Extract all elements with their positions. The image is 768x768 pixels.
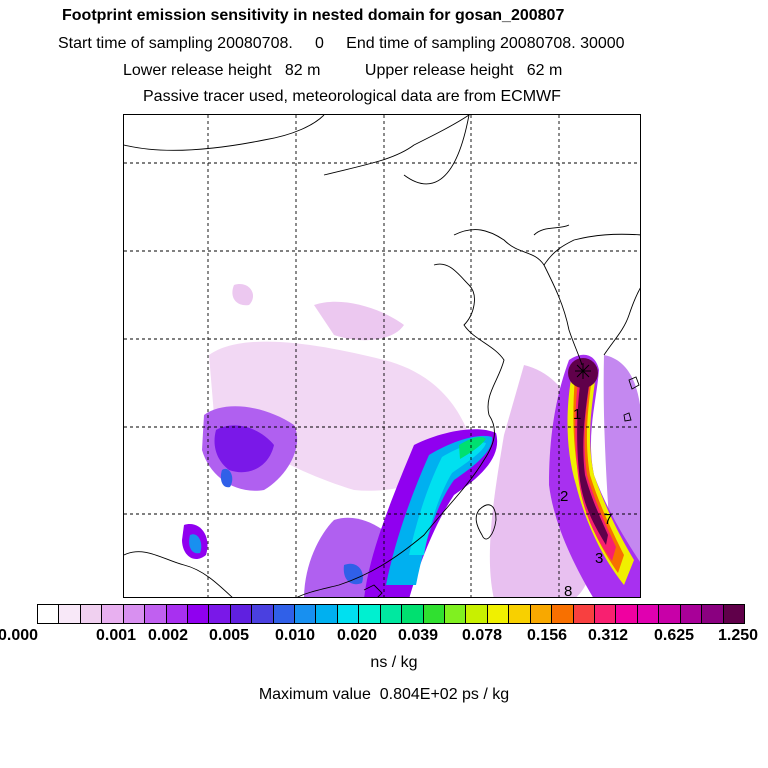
receptor-star-icon xyxy=(575,363,591,379)
colorbar-cell xyxy=(59,605,81,623)
plot-header: Footprint emission sensitivity in nested… xyxy=(0,0,768,105)
coastlines xyxy=(124,115,640,597)
colorbar-cell xyxy=(230,605,253,623)
colorbar-cell xyxy=(723,605,744,623)
colorbar-tick-label: 0.078 xyxy=(461,627,503,644)
colorbar-cell xyxy=(487,605,510,623)
colorbar xyxy=(37,604,745,624)
colorbar-cell xyxy=(38,605,60,623)
colorbar-cell xyxy=(102,605,124,623)
colorbar-cell xyxy=(273,605,296,623)
colorbar-tick-label: 0.002 xyxy=(147,627,189,644)
trajectory-point-label: 8 xyxy=(564,583,572,598)
trajectory-point-label: 2 xyxy=(560,488,568,505)
trajectory-point-label: 1 xyxy=(573,406,581,423)
colorbar-cell xyxy=(295,605,317,623)
colorbar-cell xyxy=(680,605,703,623)
colorbar-cell xyxy=(316,605,338,623)
plot-title: Footprint emission sensitivity in nested… xyxy=(62,7,565,24)
lat-lon-grid xyxy=(124,115,640,597)
colorbar-tick-label: 0.001 xyxy=(95,627,137,644)
colorbar-tick-label: 0.039 xyxy=(397,627,439,644)
colorbar-cell xyxy=(509,605,531,623)
trajectory-point-label: 7 xyxy=(604,511,612,528)
colorbar-cell xyxy=(637,605,660,623)
colorbar-cell xyxy=(552,605,574,623)
colorbar-cell xyxy=(402,605,424,623)
colorbar-tick-label: 0.625 xyxy=(653,627,695,644)
colorbar-cell xyxy=(445,605,467,623)
colorbar-cell xyxy=(573,605,595,623)
colorbar-cell xyxy=(359,605,381,623)
trajectory-point-label: 3 xyxy=(595,550,603,567)
colorbar-cell xyxy=(80,605,103,623)
colorbar-unit: ns / kg xyxy=(370,654,418,671)
colorbar-tick-label: 0.020 xyxy=(336,627,378,644)
colorbar-cell xyxy=(337,605,360,623)
colorbar-cell xyxy=(423,605,446,623)
colorbar-cell xyxy=(380,605,403,623)
colorbar-tick-label: 0.156 xyxy=(526,627,568,644)
colorbar-cell xyxy=(166,605,188,623)
colorbar-tick-label: 0.312 xyxy=(587,627,629,644)
tracer-line: Passive tracer used, meteorological data… xyxy=(143,88,561,105)
colorbar-tick-label: 0.000 xyxy=(0,627,39,644)
colorbar-cell xyxy=(616,605,638,623)
sampling-time-line: Start time of sampling 20080708. 0 End t… xyxy=(58,35,625,52)
colorbar-cell xyxy=(145,605,167,623)
colorbar-cell xyxy=(530,605,553,623)
trajectory-labels: 1 2 3 7 8 xyxy=(560,406,612,598)
colorbar-cell xyxy=(466,605,488,623)
colorbar-tick-label: 0.010 xyxy=(274,627,316,644)
colorbar-cell xyxy=(594,605,617,623)
colorbar-tick-labels: 0.000 0.001 0.002 0.005 0.010 0.020 0.039 0.078… xyxy=(0,627,768,647)
maximum-value-label: Maximum value 0.804E+02 ps / kg xyxy=(258,686,510,703)
colorbar-cell xyxy=(252,605,274,623)
footprint-map: 1 2 3 7 8 xyxy=(123,114,641,598)
colorbar-tick-label: 0.005 xyxy=(208,627,250,644)
colorbar-cell xyxy=(123,605,146,623)
colorbar-cell xyxy=(209,605,231,623)
colorbar-cell xyxy=(187,605,210,623)
map-canvas: 1 2 3 7 8 xyxy=(124,115,640,598)
colorbar-cell xyxy=(702,605,724,623)
colorbar-cell xyxy=(659,605,681,623)
sensitivity-field xyxy=(182,284,640,597)
colorbar-tick-label: 1.250 xyxy=(717,627,759,644)
release-height-line: Lower release height 82 m Upper release … xyxy=(123,62,563,79)
